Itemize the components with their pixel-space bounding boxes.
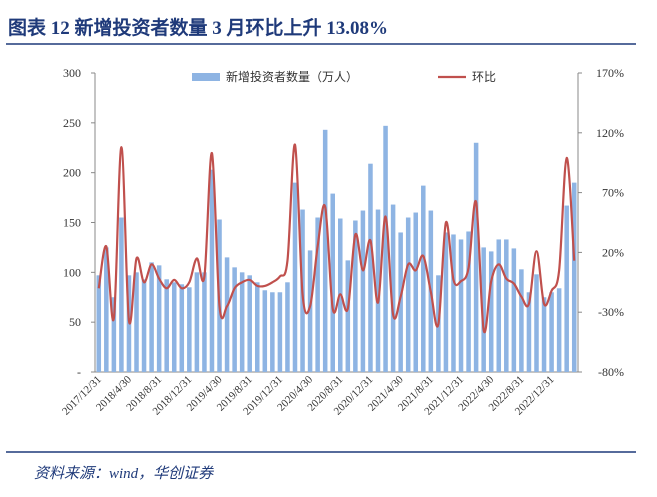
bar bbox=[149, 262, 154, 372]
bar bbox=[534, 274, 539, 372]
bar bbox=[421, 185, 426, 372]
bar bbox=[119, 217, 124, 372]
bar bbox=[262, 290, 268, 372]
bar bbox=[345, 260, 351, 372]
bar bbox=[156, 265, 162, 372]
bar bbox=[458, 239, 464, 372]
bar bbox=[330, 193, 335, 372]
y-tick-label: - bbox=[77, 365, 81, 379]
bar bbox=[254, 282, 260, 372]
y2-tick-label: -30% bbox=[598, 305, 624, 319]
bar bbox=[292, 182, 298, 372]
y-tick-label: 200 bbox=[63, 166, 81, 180]
bar bbox=[209, 169, 215, 372]
bar bbox=[549, 292, 554, 372]
bar bbox=[322, 129, 328, 372]
bar bbox=[277, 292, 283, 372]
source: 资料来源：wind，华创证券 bbox=[34, 465, 214, 482]
bar bbox=[141, 279, 147, 372]
bar bbox=[247, 275, 252, 372]
bar bbox=[541, 297, 547, 372]
bar bbox=[353, 220, 358, 372]
y2-tick-label: 20% bbox=[602, 245, 624, 259]
bar bbox=[443, 232, 449, 372]
x-tick-label: 2017/12/31 bbox=[60, 374, 104, 418]
bar bbox=[270, 292, 275, 372]
bar bbox=[187, 287, 192, 372]
bar bbox=[96, 275, 102, 372]
bar bbox=[164, 279, 169, 372]
legend-swatch bbox=[192, 73, 220, 81]
bar bbox=[413, 212, 419, 372]
bar bbox=[481, 247, 486, 372]
bar bbox=[171, 282, 177, 372]
y2-tick-label: 70% bbox=[602, 186, 624, 200]
bar bbox=[466, 231, 471, 372]
bar bbox=[194, 272, 200, 372]
legend-label: 新增投资者数量（万人） bbox=[226, 69, 358, 84]
bar bbox=[375, 209, 381, 372]
y-tick-label: 50 bbox=[69, 315, 81, 329]
bar bbox=[104, 247, 109, 372]
y-tick-label: 150 bbox=[63, 216, 81, 230]
bar bbox=[285, 282, 290, 372]
y-tick-label: 300 bbox=[63, 66, 81, 80]
bar bbox=[519, 269, 524, 372]
bar bbox=[564, 205, 569, 372]
bar bbox=[473, 142, 479, 372]
bar bbox=[232, 267, 237, 372]
bar bbox=[368, 163, 373, 372]
chart-title: 图表 12 新增投资者数量 3 月环比上升 13.08% bbox=[8, 16, 388, 39]
y2-tick-label: -80% bbox=[598, 365, 624, 379]
bar bbox=[511, 248, 517, 372]
bar bbox=[488, 251, 494, 372]
bar bbox=[398, 232, 403, 372]
bar bbox=[111, 297, 117, 372]
bar bbox=[405, 217, 411, 372]
bar bbox=[179, 284, 185, 372]
bar bbox=[383, 125, 388, 372]
bar bbox=[315, 217, 320, 372]
bar bbox=[390, 204, 396, 372]
line bbox=[97, 143, 576, 334]
bar bbox=[239, 272, 245, 372]
bar bbox=[526, 292, 532, 372]
bar bbox=[451, 234, 456, 372]
bar bbox=[496, 239, 502, 372]
y-tick-label: 250 bbox=[63, 116, 81, 130]
bar bbox=[134, 272, 139, 372]
legend-label: 环比 bbox=[472, 70, 496, 84]
y2-tick-label: 170% bbox=[596, 66, 624, 80]
bar bbox=[556, 288, 562, 372]
bar bbox=[224, 257, 230, 372]
bar bbox=[202, 272, 207, 372]
y2-tick-label: 120% bbox=[596, 126, 624, 140]
y-tick-label: 100 bbox=[63, 265, 81, 279]
bar bbox=[360, 210, 366, 372]
bar bbox=[504, 239, 509, 372]
bar bbox=[307, 250, 313, 372]
bar bbox=[571, 182, 577, 372]
